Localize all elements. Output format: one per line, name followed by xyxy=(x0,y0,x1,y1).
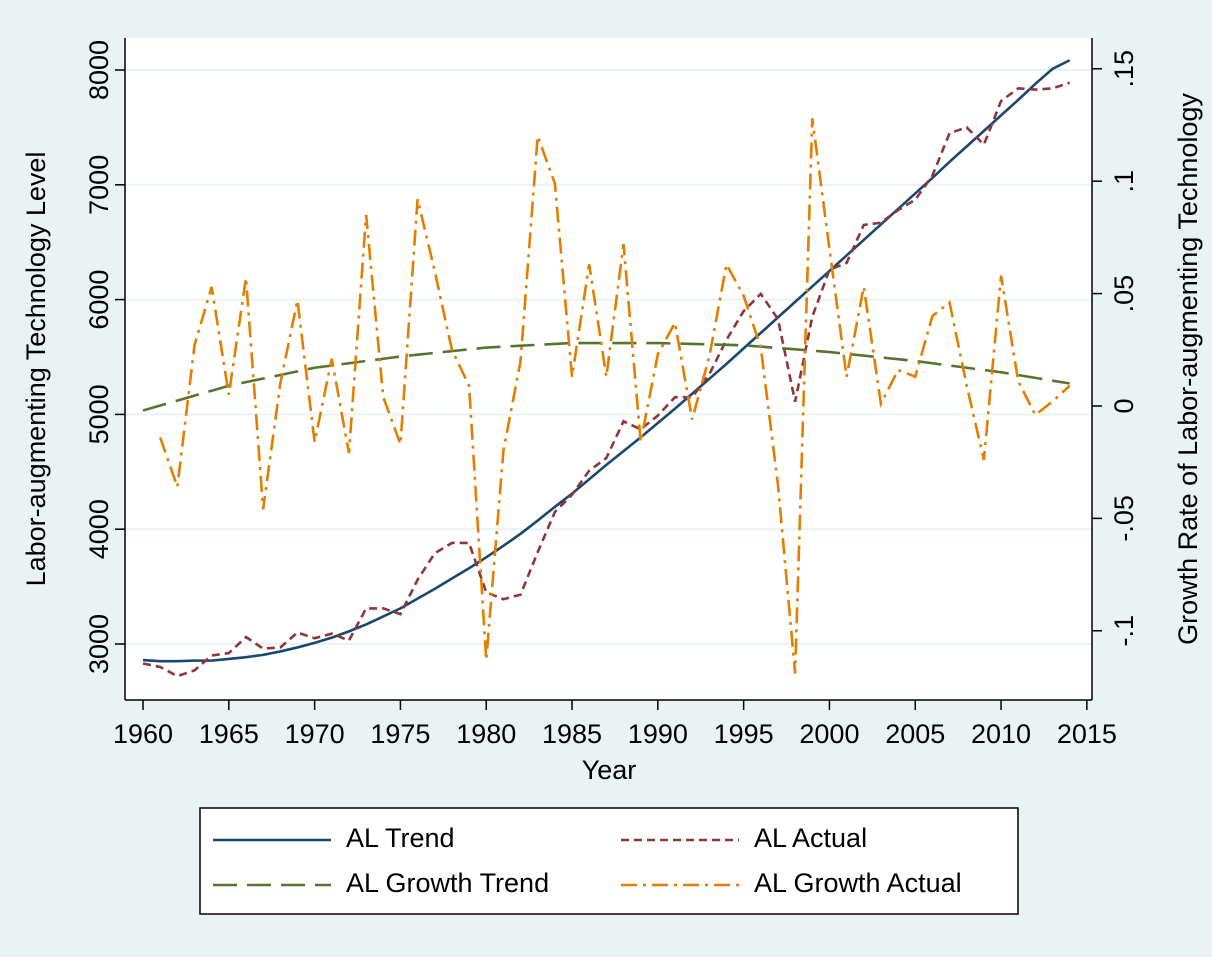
x-axis-label: Year xyxy=(582,755,637,785)
y-tick-label: 5000 xyxy=(84,384,114,444)
x-tick-label: 1975 xyxy=(370,719,430,749)
y-tick-label: 3000 xyxy=(84,614,114,674)
series-line xyxy=(142,341,1070,412)
y2-tick-label: 0 xyxy=(1109,398,1139,413)
x-tick-label: 2005 xyxy=(885,719,945,749)
y-tick-label: 6000 xyxy=(84,270,114,330)
series-line xyxy=(142,81,1071,678)
x-tick-label: 2010 xyxy=(971,719,1031,749)
legend-label: AL Actual xyxy=(754,823,867,853)
y2-tick-label: -.05 xyxy=(1109,495,1139,542)
x-tick-label: 1990 xyxy=(628,719,688,749)
x-tick-label: 1980 xyxy=(456,719,516,749)
y-tick-label: 4000 xyxy=(84,499,114,559)
y2-tick-label: -.1 xyxy=(1109,615,1139,647)
y2-tick-label: .05 xyxy=(1109,275,1139,313)
x-tick-label: 2015 xyxy=(1057,719,1117,749)
x-tick-label: 1985 xyxy=(542,719,602,749)
legend-label: AL Growth Trend xyxy=(346,868,549,898)
y2-tick-label: .1 xyxy=(1109,170,1139,193)
y-tick-label: 7000 xyxy=(84,155,114,215)
x-tick-label: 1995 xyxy=(714,719,774,749)
legend-box xyxy=(199,807,1019,915)
y2-axis-label: Growth Rate of Labor-augmenting Technolo… xyxy=(1173,93,1203,645)
series-line xyxy=(158,118,1071,674)
y2-tick-label: .15 xyxy=(1109,50,1139,88)
legend-label: AL Trend xyxy=(346,823,455,853)
x-tick-label: 1965 xyxy=(199,719,259,749)
x-tick-label: 1970 xyxy=(285,719,345,749)
y-tick-label: 8000 xyxy=(84,40,114,100)
x-tick-label: 2000 xyxy=(799,719,859,749)
y-axis-label: Labor-augmenting Technology Level xyxy=(21,152,51,587)
x-tick-label: 1960 xyxy=(113,719,173,749)
series-line xyxy=(142,59,1071,663)
legend-label: AL Growth Actual xyxy=(754,868,962,898)
